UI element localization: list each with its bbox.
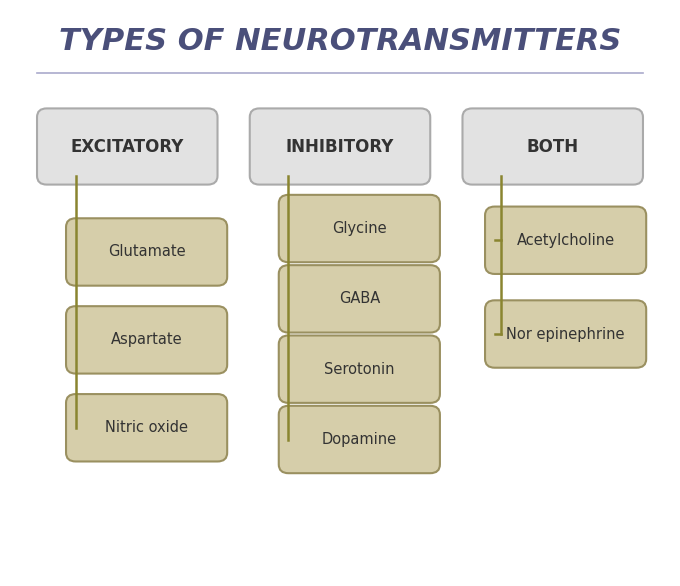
- Text: Aspartate: Aspartate: [111, 332, 182, 347]
- FancyBboxPatch shape: [37, 108, 218, 185]
- FancyBboxPatch shape: [279, 335, 440, 403]
- Text: Acetylcholine: Acetylcholine: [517, 233, 615, 248]
- Text: TYPES OF NEUROTRANSMITTERS: TYPES OF NEUROTRANSMITTERS: [58, 26, 622, 56]
- FancyBboxPatch shape: [485, 300, 646, 368]
- Text: INHIBITORY: INHIBITORY: [286, 138, 394, 155]
- Text: Glutamate: Glutamate: [108, 244, 186, 260]
- Text: Serotonin: Serotonin: [324, 362, 394, 377]
- FancyBboxPatch shape: [462, 108, 643, 185]
- FancyBboxPatch shape: [66, 219, 227, 286]
- FancyBboxPatch shape: [66, 394, 227, 462]
- FancyBboxPatch shape: [250, 108, 430, 185]
- FancyBboxPatch shape: [66, 306, 227, 374]
- Text: GABA: GABA: [339, 291, 380, 306]
- Text: Nitric oxide: Nitric oxide: [105, 420, 188, 435]
- FancyBboxPatch shape: [279, 195, 440, 263]
- FancyBboxPatch shape: [279, 265, 440, 333]
- Text: Nor epinephrine: Nor epinephrine: [507, 326, 625, 342]
- FancyBboxPatch shape: [279, 406, 440, 473]
- FancyBboxPatch shape: [485, 207, 646, 274]
- Text: Dopamine: Dopamine: [322, 432, 397, 447]
- Text: Glycine: Glycine: [332, 221, 387, 236]
- Text: EXCITATORY: EXCITATORY: [71, 138, 184, 155]
- Text: BOTH: BOTH: [527, 138, 579, 155]
